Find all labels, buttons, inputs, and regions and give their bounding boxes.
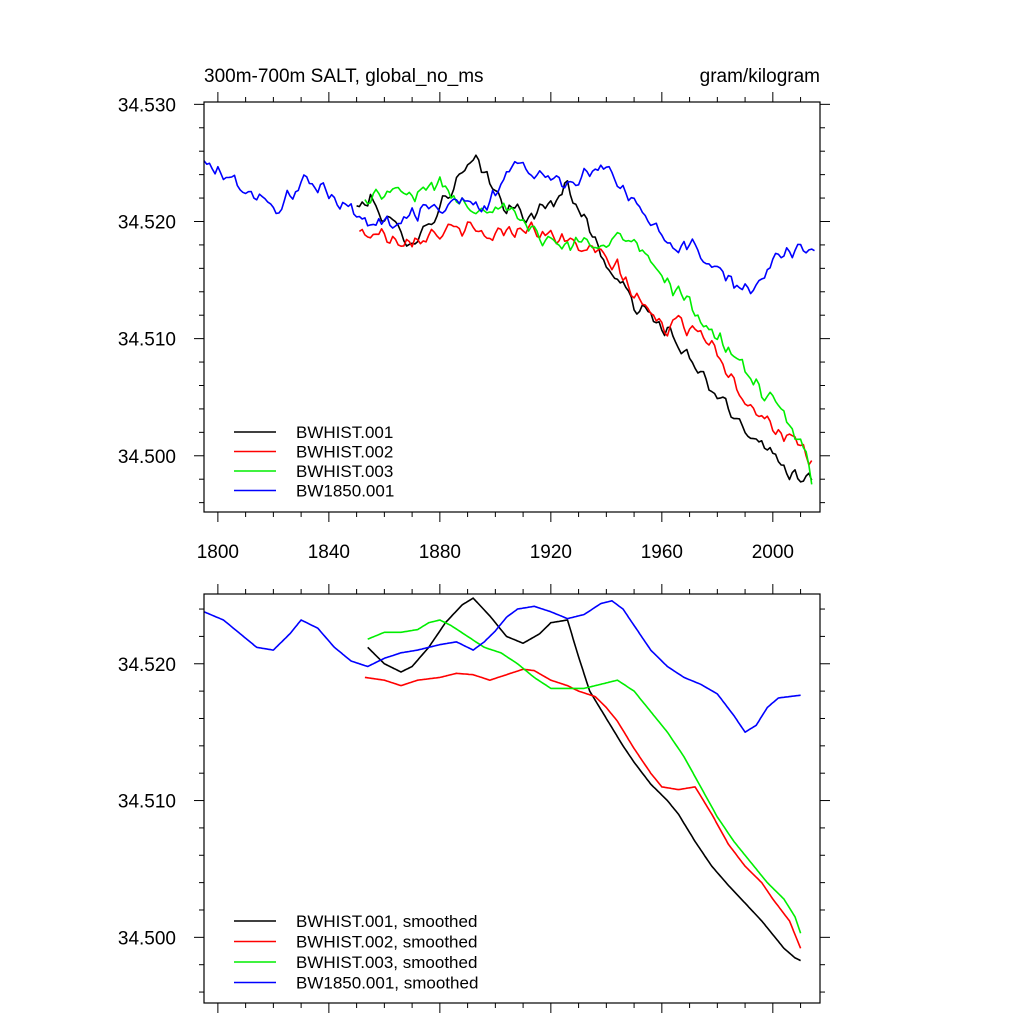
top-series-lines	[203, 154, 815, 485]
series-line-bwhist-003	[364, 176, 813, 485]
bottom-legend: BWHIST.001, smoothed BWHIST.002, smoothed…	[234, 912, 478, 993]
x-tick-label: 1840	[308, 542, 350, 563]
legend-label: BW1850.001	[296, 482, 394, 501]
y-tick-label: 34.520	[118, 212, 176, 233]
legend-label: BWHIST.001, smoothed	[296, 912, 477, 931]
legend-label: BWHIST.002, smoothed	[296, 933, 477, 952]
bottom-series-lines	[203, 597, 802, 962]
series-line-bw1850-001	[203, 160, 815, 295]
legend-label: BWHIST.002	[296, 443, 393, 462]
legend-label: BWHIST.001	[296, 423, 393, 442]
x-tick-label: 1920	[530, 542, 572, 563]
top-axes: 1800 1840 1880 1920 1960 2000 34.500 34.510 34.5…	[118, 92, 830, 563]
plot-frame	[203, 101, 821, 513]
y-tick-label: 34.510	[118, 330, 176, 351]
chart-title: 300m-700m SALT, global_no_ms	[204, 66, 484, 87]
x-tick-label: 1800	[197, 542, 239, 563]
x-tick-label: 1880	[419, 542, 461, 563]
series-line-bwhist-002	[358, 221, 813, 466]
plot-frame	[203, 593, 821, 1004]
series-line-bwhist-001-smoothed	[367, 597, 801, 962]
series-line-bw1850-001-smoothed	[203, 599, 801, 734]
y-tick-label: 34.510	[118, 792, 176, 813]
series-line-bwhist-002-smoothed	[364, 668, 802, 949]
legend-label: BWHIST.003, smoothed	[296, 953, 477, 972]
bottom-axes: 34.500 34.510 34.520	[118, 584, 830, 1013]
y-tick-label: 34.530	[118, 95, 176, 116]
series-line-bwhist-003-smoothed	[367, 619, 802, 934]
y-tick-label: 34.520	[118, 655, 176, 676]
top-panel: 300m-700m SALT, global_no_ms gram/kilogr…	[118, 66, 830, 563]
series-line-bwhist-001	[356, 154, 813, 483]
y-tick-label: 34.500	[118, 928, 176, 949]
legend-label: BWHIST.003	[296, 462, 393, 481]
y-tick-label: 34.500	[118, 447, 176, 468]
chart-units: gram/kilogram	[700, 66, 820, 87]
x-tick-label: 1960	[641, 542, 683, 563]
x-tick-label: 2000	[752, 542, 794, 563]
legend-label: BW1850.001, smoothed	[296, 974, 478, 993]
